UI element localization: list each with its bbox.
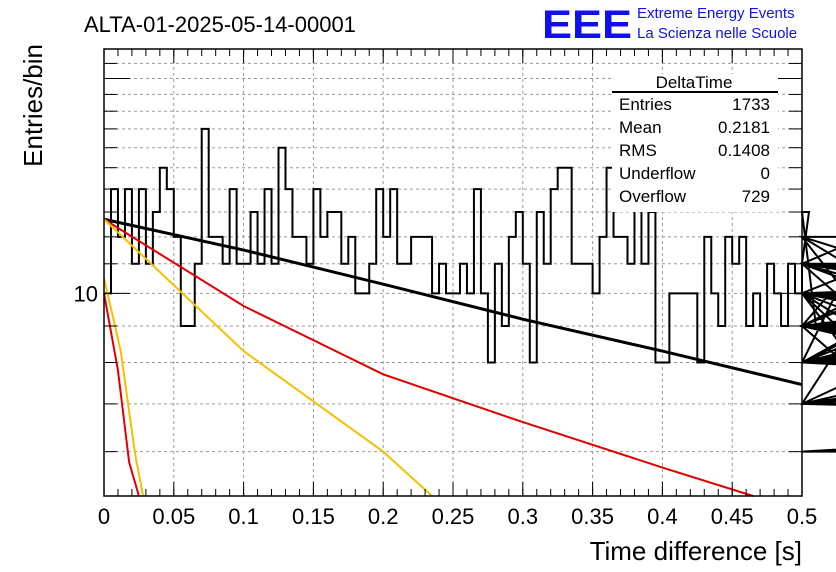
stats-value-rms: 0.1408	[718, 141, 770, 160]
y-axis-label: Entries/bin	[18, 44, 48, 167]
logo-subtitle-line1: Extreme Energy Events	[637, 5, 795, 22]
fit-curve	[103, 217, 803, 387]
stats-value-entries: 1733	[732, 95, 770, 114]
stats-value-overflow: 729	[742, 187, 770, 206]
fit-curve	[103, 278, 145, 497]
y-tick-label: 10	[74, 281, 98, 306]
stats-label-entries: Entries	[619, 95, 672, 114]
stats-label-mean: Mean	[619, 118, 662, 137]
fit-curves	[103, 217, 803, 497]
stats-box-title: DeltaTime	[656, 73, 733, 92]
logo-mark: EEE	[542, 3, 632, 47]
x-tick-label: 0.4	[647, 504, 678, 529]
stats-label-overflow: Overflow	[619, 187, 687, 206]
x-tick-label: 0.05	[152, 504, 195, 529]
x-tick-label: 0.2	[368, 504, 399, 529]
grid-lines	[104, 48, 802, 496]
stats-label-rms: RMS	[619, 141, 657, 160]
fit-curve	[103, 218, 754, 497]
x-tick-label: 0.15	[292, 504, 335, 529]
axis-ticks	[103, 48, 803, 496]
x-tick-label: 0.3	[508, 504, 539, 529]
stats-label-underflow: Underflow	[619, 164, 696, 183]
x-axis-label: Time difference [s]	[590, 536, 802, 566]
x-tick-label: 0.35	[571, 504, 614, 529]
x-tick-label: 0.1	[228, 504, 259, 529]
stats-value-mean: 0.2181	[718, 118, 770, 137]
stats-box: DeltaTime Entries 1733 Mean 0.2181 RMS 0…	[612, 73, 778, 212]
x-tick-label: 0.5	[787, 504, 818, 529]
eee-logo: EEE Extreme Energy Events La Scienza nel…	[542, 3, 797, 47]
x-tick-label: 0	[98, 504, 110, 529]
logo-subtitle-line2: La Scienza nelle Scuole	[637, 25, 797, 42]
x-tick-labels: 0 0.05 0.1 0.15 0.2 0.25 0.3 0.35 0.4 0.45 0.5	[98, 504, 817, 529]
run-title: ALTA-01-2025-05-14-00001	[84, 12, 356, 37]
x-tick-label: 0.25	[432, 504, 475, 529]
stats-value-underflow: 0	[761, 164, 770, 183]
y-tick-labels: 10	[74, 281, 98, 306]
x-tick-label: 0.45	[711, 504, 754, 529]
fit-curve	[103, 293, 140, 497]
stats-box-background	[612, 74, 778, 212]
fit-curve	[103, 218, 433, 497]
